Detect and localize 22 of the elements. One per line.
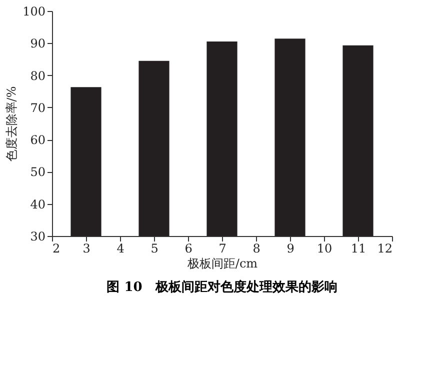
y-tick-label: 100	[22, 4, 46, 18]
x-tick-label: 8	[252, 242, 260, 256]
text: 图 10 极板间距对色度处理效果的影响	[106, 279, 338, 295]
x-tick-label: 11	[350, 242, 366, 256]
x-tick-label: 9	[286, 242, 294, 256]
y-tick-label: 40	[30, 197, 46, 212]
x-tick-label: 6	[184, 242, 192, 256]
y-tick-label: 80	[30, 68, 46, 83]
y-tick-label: 30	[30, 230, 46, 244]
y-tick-label: 50	[30, 165, 46, 180]
x-tick-label: 7	[218, 242, 226, 256]
x-tick-label: 2	[52, 242, 60, 256]
x-tick-label: 4	[116, 242, 125, 256]
y-axis-title: 色度去除率/%	[4, 86, 19, 162]
x-tick-label: 10	[316, 242, 332, 256]
y-tick-label: 70	[30, 100, 46, 115]
y-tick-label: 60	[30, 133, 46, 148]
x-tick-label: 5	[150, 242, 158, 256]
y-tick-label: 90	[30, 36, 46, 51]
x-tick-label: 12	[377, 242, 392, 256]
x-axis-title: 极板间距/cm	[186, 256, 258, 270]
x-tick-label: 3	[82, 242, 90, 256]
